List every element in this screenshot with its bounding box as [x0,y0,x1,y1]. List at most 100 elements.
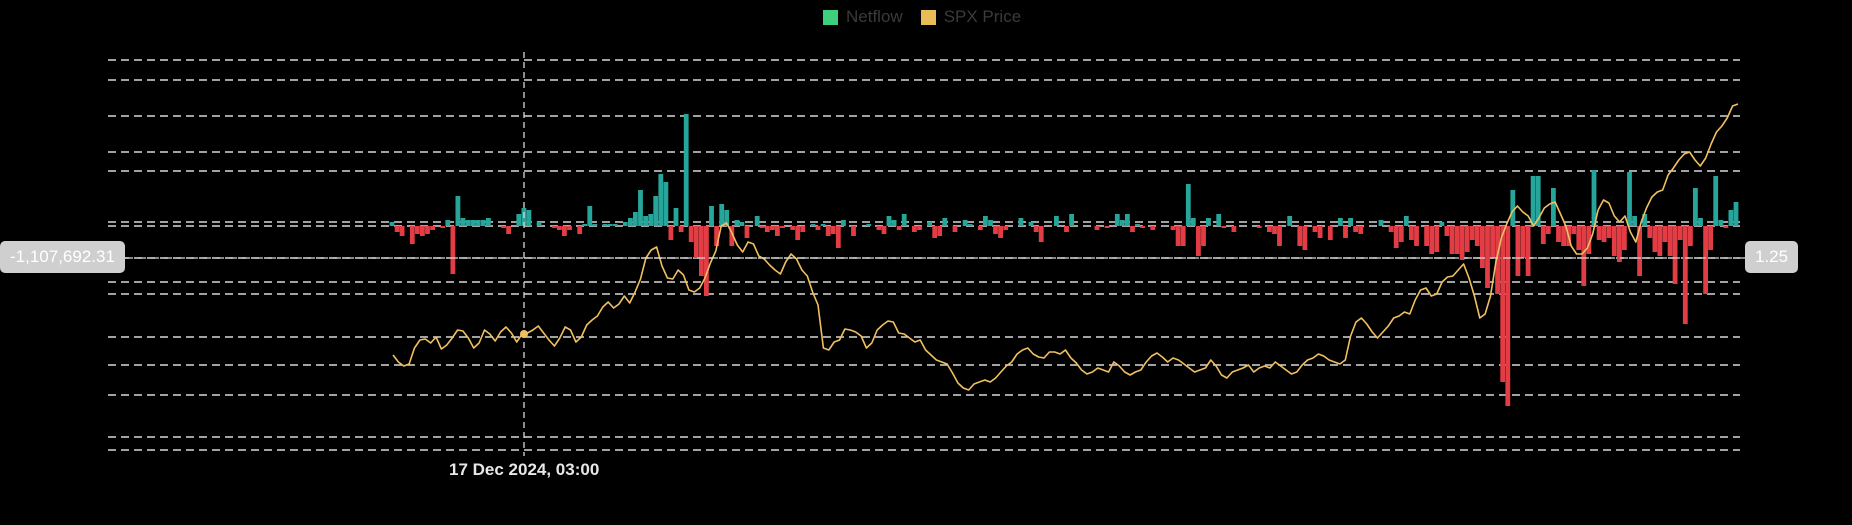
netflow-bar[interactable] [1272,226,1277,234]
netflow-bar[interactable] [688,226,694,242]
netflow-bar[interactable] [389,222,395,226]
netflow-bar[interactable] [557,226,562,230]
netflow-bar[interactable] [754,216,760,226]
netflow-bar[interactable] [1018,218,1024,226]
netflow-bar[interactable] [1540,226,1546,244]
netflow-bar[interactable] [830,226,836,234]
netflow-bar[interactable] [1094,226,1100,230]
netflow-bar[interactable] [1682,226,1688,324]
netflow-bar[interactable] [719,204,725,226]
netflow-bar[interactable] [759,226,765,228]
netflow-bar[interactable] [1114,214,1120,226]
netflow-bar[interactable] [983,216,988,226]
netflow-bar[interactable] [1606,226,1612,238]
netflow-bar[interactable] [729,226,735,246]
netflow-bar[interactable] [1545,226,1551,234]
netflow-bar[interactable] [1221,226,1227,228]
netflow-bar[interactable] [1485,226,1490,288]
netflow-bar[interactable] [1064,226,1069,232]
netflow-bar[interactable] [1054,216,1059,226]
netflow-bar[interactable] [638,190,643,226]
netflow-bar[interactable] [1642,214,1648,226]
netflow-bar[interactable] [1180,226,1186,246]
netflow-bar[interactable] [450,226,456,274]
netflow-bar[interactable] [739,222,745,226]
netflow-bar[interactable] [1718,220,1724,226]
netflow-bar[interactable] [1140,226,1145,228]
netflow-bar[interactable] [633,212,638,226]
netflow-bar[interactable] [1175,226,1181,246]
netflow-bar[interactable] [851,226,856,236]
netflow-bar[interactable] [658,174,664,226]
netflow-bar[interactable] [668,226,674,240]
netflow-bar[interactable] [1434,226,1440,252]
netflow-bar[interactable] [1277,226,1282,246]
netflow-bar[interactable] [683,114,689,226]
netflow-bar[interactable] [1464,226,1470,252]
netflow-bar[interactable] [1728,210,1734,226]
netflow-bar[interactable] [841,220,846,226]
netflow-bar[interactable] [1302,226,1308,250]
netflow-bar[interactable] [1469,226,1475,240]
netflow-bar[interactable] [440,226,446,228]
netflow-bar[interactable] [592,224,598,226]
netflow-bar[interactable] [1688,226,1693,246]
netflow-bar[interactable] [1530,176,1536,226]
netflow-bar[interactable] [1480,226,1485,268]
netflow-bar[interactable] [526,210,532,226]
netflow-bar[interactable] [536,222,542,226]
netflow-bar[interactable] [693,226,699,258]
netflow-bar[interactable] [1216,214,1222,226]
netflow-bar[interactable] [480,220,486,226]
netflow-bar[interactable] [1028,222,1034,226]
netflow-bar[interactable] [780,226,785,228]
netflow-bar[interactable] [673,208,679,226]
netflow-bar[interactable] [1551,188,1556,226]
netflow-bar[interactable] [764,226,770,232]
netflow-bar[interactable] [470,220,476,226]
netflow-bar[interactable] [1723,226,1729,228]
netflow-bar[interactable] [602,224,608,226]
netflow-bar[interactable] [506,226,511,234]
netflow-bar[interactable] [1130,226,1135,232]
netflow-bar[interactable] [912,226,917,232]
netflow-bar[interactable] [1231,226,1237,232]
netflow-bar[interactable] [415,226,420,234]
legend-item-netflow[interactable]: Netflow [823,7,903,27]
netflow-bar[interactable] [1525,226,1531,276]
netflow-bar[interactable] [699,226,704,276]
netflow-bar[interactable] [1454,226,1460,254]
netflow-bar[interactable] [1343,226,1348,238]
netflow-bar[interactable] [1505,226,1511,406]
netflow-bar[interactable] [1378,220,1384,226]
netflow-bar[interactable] [1708,226,1713,250]
netflow-bar[interactable] [1119,220,1125,226]
netflow-bar[interactable] [551,226,557,228]
netflow-bar[interactable] [770,226,775,230]
netflow-bar[interactable] [1327,226,1333,240]
netflow-bar[interactable] [1287,216,1293,226]
netflow-bar[interactable] [1657,226,1663,256]
netflow-bar[interactable] [1038,226,1044,242]
netflow-bar[interactable] [663,182,669,226]
netflow-bar[interactable] [1693,188,1698,226]
netflow-bar[interactable] [1297,226,1303,246]
netflow-bar[interactable] [1627,172,1632,226]
netflow-bar[interactable] [901,214,907,226]
netflow-bar[interactable] [876,226,882,230]
netflow-bar[interactable] [1125,214,1130,226]
netflow-bar[interactable] [622,222,628,226]
netflow-bar[interactable] [1637,226,1642,276]
netflow-bar[interactable] [1515,226,1521,276]
netflow-bar[interactable] [1495,226,1500,294]
netflow-bar[interactable] [1388,226,1394,232]
netflow-bar[interactable] [1561,226,1566,246]
netflow-bar[interactable] [1622,226,1627,250]
netflow-bar[interactable] [394,226,400,232]
netflow-bar[interactable] [744,226,750,238]
netflow-bar[interactable] [1703,226,1708,294]
netflow-bar[interactable] [815,226,821,230]
netflow-bar[interactable] [1393,226,1399,248]
netflow-bar[interactable] [1429,226,1435,254]
netflow-bar[interactable] [1510,190,1516,226]
